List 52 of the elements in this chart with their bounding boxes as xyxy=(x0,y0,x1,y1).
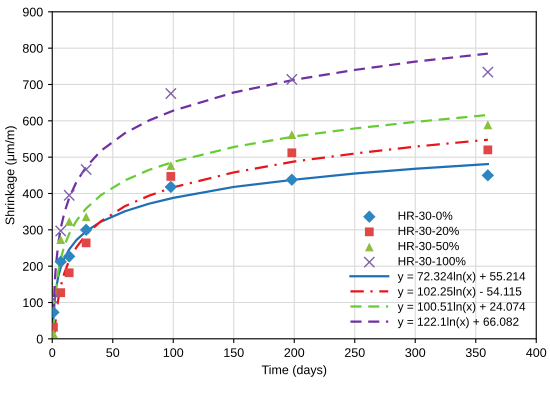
point xyxy=(482,66,494,78)
point xyxy=(82,212,91,222)
y-tick-label: 600 xyxy=(23,116,43,126)
point xyxy=(64,217,74,226)
x-axis-title: Time (days) xyxy=(262,365,326,377)
point xyxy=(164,180,178,194)
point xyxy=(166,161,176,170)
point xyxy=(482,169,494,182)
x-tick-label: 250 xyxy=(344,348,365,358)
point xyxy=(80,224,92,236)
y-tick-label: 300 xyxy=(22,226,43,234)
x-tick-label: 350 xyxy=(466,348,486,358)
y-axis-title: Shrinkage (μm/m) xyxy=(5,126,17,225)
y-tick-label: 800 xyxy=(22,44,43,53)
point xyxy=(80,164,92,176)
point xyxy=(166,172,176,181)
point xyxy=(287,130,296,140)
point xyxy=(63,189,76,202)
legend-label: HR-30-50% xyxy=(398,242,459,250)
y-tick-label: 500 xyxy=(22,152,43,162)
point xyxy=(483,146,492,154)
legend-label: HR-30-100% xyxy=(398,256,466,266)
point xyxy=(483,120,492,130)
y-tick-label: 200 xyxy=(23,262,43,271)
point xyxy=(62,250,76,263)
point xyxy=(64,268,74,278)
x-tick-label: 150 xyxy=(224,348,244,358)
point xyxy=(54,256,67,268)
y-tick-label: 400 xyxy=(22,189,43,198)
y-tick-label: 0 xyxy=(36,334,43,344)
point xyxy=(54,225,67,237)
y-tick-label: 100 xyxy=(23,298,43,308)
y-tick-label: 900 xyxy=(22,8,43,16)
x-tick-label: 0 xyxy=(49,348,56,358)
y-tick-label: 700 xyxy=(23,80,43,90)
point xyxy=(286,173,298,186)
x-tick-label: 300 xyxy=(405,348,426,358)
x-tick-label: 50 xyxy=(106,348,120,358)
point xyxy=(164,88,177,100)
legend-label: HR-30-0% xyxy=(398,212,452,220)
legend-label: y = 100.51ln(x) + 24.074 xyxy=(398,302,526,314)
point xyxy=(56,235,66,244)
legend-label: HR-30-20% xyxy=(398,226,459,236)
point xyxy=(287,148,296,158)
point xyxy=(286,74,298,86)
x-tick-label: 200 xyxy=(284,348,304,358)
legend-label: y = 102.25ln(x) - 54.115 xyxy=(398,286,522,298)
x-tick-label: 100 xyxy=(164,348,184,358)
legend-label: y = 72.324ln(x) + 55.214 xyxy=(398,272,526,283)
point xyxy=(82,238,91,248)
x-tick-label: 400 xyxy=(526,348,546,358)
legend-label: y = 122.1ln(x) + 66.082 xyxy=(398,317,518,328)
